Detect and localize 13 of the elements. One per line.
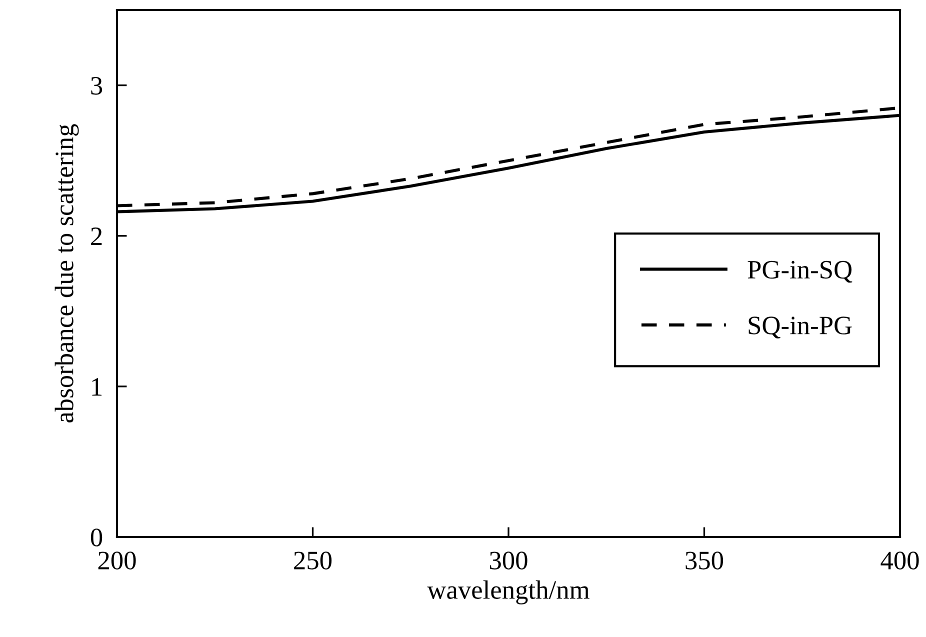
y-tick-label: 3 <box>91 76 102 95</box>
y-tick-label: 1 <box>92 378 102 396</box>
x-tick-label: 350 <box>686 552 724 570</box>
x-tick-label: 300 <box>490 552 528 570</box>
y-axis-title: absorbance due to scattering <box>54 124 79 422</box>
x-axis-title: wavelength/nm <box>427 580 590 604</box>
y-tick-label: 0 <box>90 528 102 546</box>
legend-label: SQ-in-PG <box>748 316 852 338</box>
x-tick-label: 250 <box>294 552 332 570</box>
legend-label: PG-in-SQ <box>748 260 852 283</box>
x-tick-label: 400 <box>880 552 919 570</box>
y-tick-label: 2 <box>91 228 102 246</box>
x-tick-label: 200 <box>98 552 136 570</box>
